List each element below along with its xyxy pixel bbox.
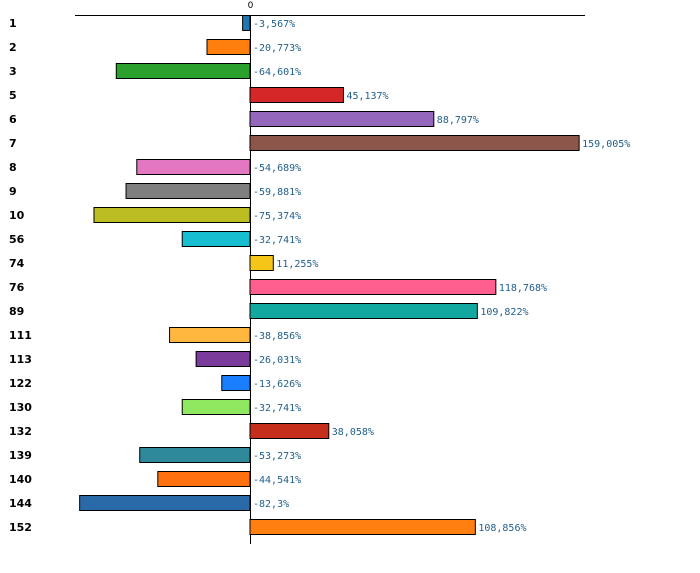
labels-group: 1 -3,567% 2 -20,773% 3 -64,601% 5 45,137% 6 88,79… <box>9 17 630 534</box>
bar-139 <box>139 447 251 463</box>
value-label: -82,3% <box>253 499 289 510</box>
bar-1 <box>242 15 251 31</box>
category-label: 56 <box>9 233 25 246</box>
zero-tick-label: 0 <box>248 1 254 11</box>
value-label: -44,541% <box>253 475 301 486</box>
value-label: 38,058% <box>332 427 374 438</box>
value-label: -32,741% <box>253 403 301 414</box>
category-label: 130 <box>9 401 32 414</box>
bar-89 <box>249 303 478 319</box>
category-label: 89 <box>9 305 24 318</box>
value-label: -20,773% <box>253 43 301 54</box>
bar-2 <box>206 39 251 55</box>
category-label: 152 <box>9 521 32 534</box>
bar-76 <box>249 279 497 295</box>
category-label: 132 <box>9 425 32 438</box>
category-label: 3 <box>9 65 17 78</box>
bar-111 <box>169 327 251 343</box>
bar-3 <box>115 63 251 79</box>
category-label: 144 <box>9 497 32 510</box>
category-label: 2 <box>9 41 17 54</box>
bar-7 <box>249 135 580 151</box>
value-label: 45,137% <box>346 91 388 102</box>
value-label: -26,031% <box>253 355 301 366</box>
bar-56 <box>181 231 251 247</box>
category-label: 10 <box>9 209 25 222</box>
bar-74 <box>249 255 274 271</box>
value-label: -64,601% <box>253 67 301 78</box>
category-label: 140 <box>9 473 32 486</box>
bar-10 <box>93 207 251 223</box>
value-label: -13,626% <box>253 379 301 390</box>
bars-group <box>79 15 580 535</box>
category-label: 6 <box>9 113 17 126</box>
bar-5 <box>249 87 344 103</box>
bar-8 <box>136 159 251 175</box>
bar-6 <box>249 111 435 127</box>
bar-130 <box>181 399 251 415</box>
bar-9 <box>125 183 251 199</box>
bar-140 <box>157 471 251 487</box>
category-label: 7 <box>9 137 17 150</box>
value-label: -32,741% <box>253 235 301 246</box>
bar-113 <box>195 351 251 367</box>
category-label: 111 <box>9 329 32 342</box>
bar-152 <box>249 519 476 535</box>
category-label: 113 <box>9 353 32 366</box>
value-label: -3,567% <box>253 19 295 30</box>
value-label: 118,768% <box>499 283 547 294</box>
bar-132 <box>249 423 330 439</box>
bar-122 <box>221 375 251 391</box>
category-label: 1 <box>9 17 17 30</box>
value-label: -75,374% <box>253 211 301 222</box>
value-label: -54,689% <box>253 163 301 174</box>
value-label: 109,822% <box>480 307 528 318</box>
bar-144 <box>79 495 251 511</box>
value-label: 11,255% <box>276 259 318 270</box>
category-label: 74 <box>9 257 25 270</box>
category-label: 139 <box>9 449 32 462</box>
value-label: 159,005% <box>582 139 630 150</box>
value-label: -53,273% <box>253 451 301 462</box>
value-label: 88,797% <box>437 115 479 126</box>
category-label: 122 <box>9 377 32 390</box>
category-label: 8 <box>9 161 17 174</box>
value-label: -38,856% <box>253 331 301 342</box>
category-label: 5 <box>9 89 17 102</box>
value-label: 108,856% <box>478 523 526 534</box>
category-label: 9 <box>9 185 17 198</box>
category-label: 76 <box>9 281 25 294</box>
value-label: -59,881% <box>253 187 301 198</box>
